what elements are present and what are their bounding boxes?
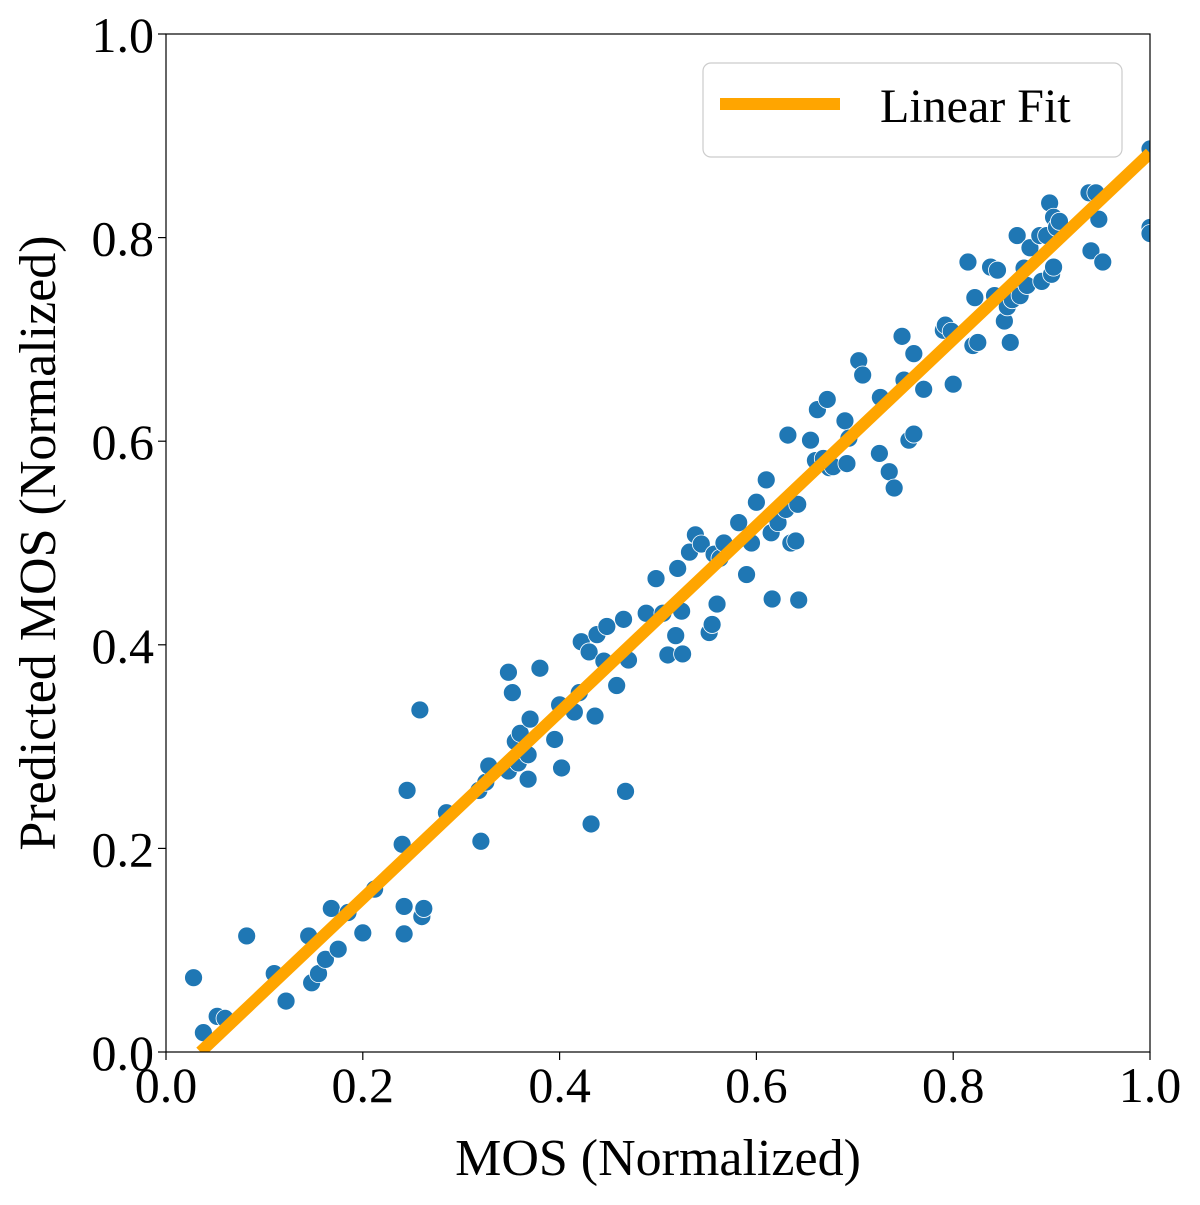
scatter-point-45 — [579, 642, 599, 662]
scatter-point-36 — [518, 769, 538, 789]
scatter-point-140 — [1089, 209, 1109, 229]
scatter-point-75 — [747, 492, 766, 512]
y-tick-label-0: 0.0 — [92, 1025, 155, 1081]
scatter-point-20 — [397, 780, 417, 800]
ticks-layer: 0.0 0.2 0.4 0.6 0.8 1.0 0.0 0.2 0.4 0.6 0.8 1.0 — [92, 7, 1182, 1113]
scatter-point-26 — [471, 831, 491, 851]
scatter-point-13 — [328, 939, 348, 959]
scatter-point-133 — [1044, 257, 1063, 277]
scatter-point-111 — [943, 374, 963, 394]
scatter-point-38 — [530, 658, 550, 678]
scatter-point-102 — [892, 326, 912, 346]
fit-layer — [196, 148, 1150, 1052]
scatter-point-67 — [702, 615, 722, 634]
y-tick-label-5: 1.0 — [92, 7, 155, 63]
scatter-point-39 — [545, 730, 565, 749]
scatter-point-56 — [646, 569, 666, 589]
scatter-point-62 — [673, 644, 692, 664]
scatter-point-94 — [837, 454, 857, 473]
scatter-point-76 — [756, 470, 776, 490]
points-layer — [184, 139, 1150, 1043]
legend: Linear Fit — [702, 62, 1123, 158]
legend-box — [702, 62, 1123, 158]
x-tick-label-4: 0.8 — [922, 1057, 985, 1113]
scatter-point-19 — [394, 924, 414, 944]
scatter-point-118 — [988, 260, 1007, 280]
scatter-point-41 — [552, 758, 571, 778]
x-tick-label-0: 0.0 — [135, 1057, 198, 1113]
scatter-point-53 — [616, 781, 635, 801]
scatter-point-52 — [614, 609, 633, 629]
legend-label-linear-fit: Linear Fit — [880, 80, 1071, 133]
scatter-point-59 — [666, 626, 686, 646]
scatter-point-47 — [585, 706, 605, 726]
scatter-point-81 — [778, 425, 798, 445]
scatter-point-121 — [1000, 333, 1020, 352]
y-axis-title: Predicted MOS (Normalized) — [10, 235, 67, 850]
scatter-point-98 — [870, 444, 889, 463]
scatter-point-93 — [835, 411, 855, 431]
y-tick-label-1: 0.2 — [92, 821, 155, 877]
scatter-point-136 — [1050, 211, 1069, 231]
x-tick-label-1: 0.2 — [332, 1057, 395, 1113]
x-tick-label-3: 0.6 — [725, 1057, 788, 1113]
y-tick-label-2: 0.4 — [92, 618, 155, 674]
scatter-point-50 — [597, 617, 617, 636]
scatter-point-141 — [1093, 252, 1113, 272]
scatter-point-15 — [353, 923, 373, 943]
scatter-point-97 — [853, 365, 873, 385]
scatter-point-83 — [786, 531, 806, 551]
scatter-point-60 — [668, 559, 688, 578]
scatter-point-144 — [1140, 224, 1150, 243]
scatter-point-90 — [817, 390, 837, 409]
y-tick-label-4: 0.8 — [92, 211, 155, 267]
scatter-point-73 — [737, 565, 756, 584]
scatter-point-21 — [410, 700, 430, 720]
scatter-point-138 — [1081, 241, 1101, 261]
scatter-point-114 — [965, 288, 985, 308]
scatter-point-101 — [884, 478, 904, 498]
scatter-point-46 — [581, 814, 601, 834]
scatter-point-72 — [729, 513, 749, 533]
scatter-point-11 — [316, 949, 335, 969]
scatter-point-18 — [394, 897, 414, 916]
scatter-point-7 — [276, 991, 296, 1011]
scatter-point-86 — [801, 430, 820, 450]
scatter-point-69 — [707, 594, 727, 614]
x-tick-label-5: 1.0 — [1119, 1057, 1182, 1113]
scatter-point-51 — [607, 676, 627, 695]
scatter-point-31 — [502, 683, 522, 703]
y-tick-label-3: 0.6 — [92, 414, 155, 470]
scatter-point-1 — [184, 968, 203, 988]
scatter-point-105 — [904, 424, 924, 444]
scatter-point-30 — [499, 662, 518, 682]
scatter-point-123 — [1007, 226, 1027, 245]
x-axis-title: MOS (Normalized) — [455, 1130, 861, 1187]
scatter-point-23 — [414, 899, 434, 918]
scatter-point-106 — [904, 344, 924, 364]
scatter-point-84 — [788, 494, 808, 514]
plot-frame — [165, 33, 1151, 1053]
scatter-point-5 — [237, 926, 257, 946]
scatter-point-112 — [958, 252, 978, 272]
scatter-point-37 — [520, 709, 540, 729]
scatter-point-85 — [789, 590, 809, 610]
scatter-point-115 — [968, 333, 988, 352]
scatter-point-100 — [879, 462, 899, 482]
x-tick-label-2: 0.4 — [528, 1057, 591, 1113]
linear-fit-line — [196, 148, 1150, 1052]
scatter-point-107 — [914, 379, 934, 399]
scatter-point-65 — [691, 534, 711, 554]
scatter-point-78 — [762, 589, 782, 609]
